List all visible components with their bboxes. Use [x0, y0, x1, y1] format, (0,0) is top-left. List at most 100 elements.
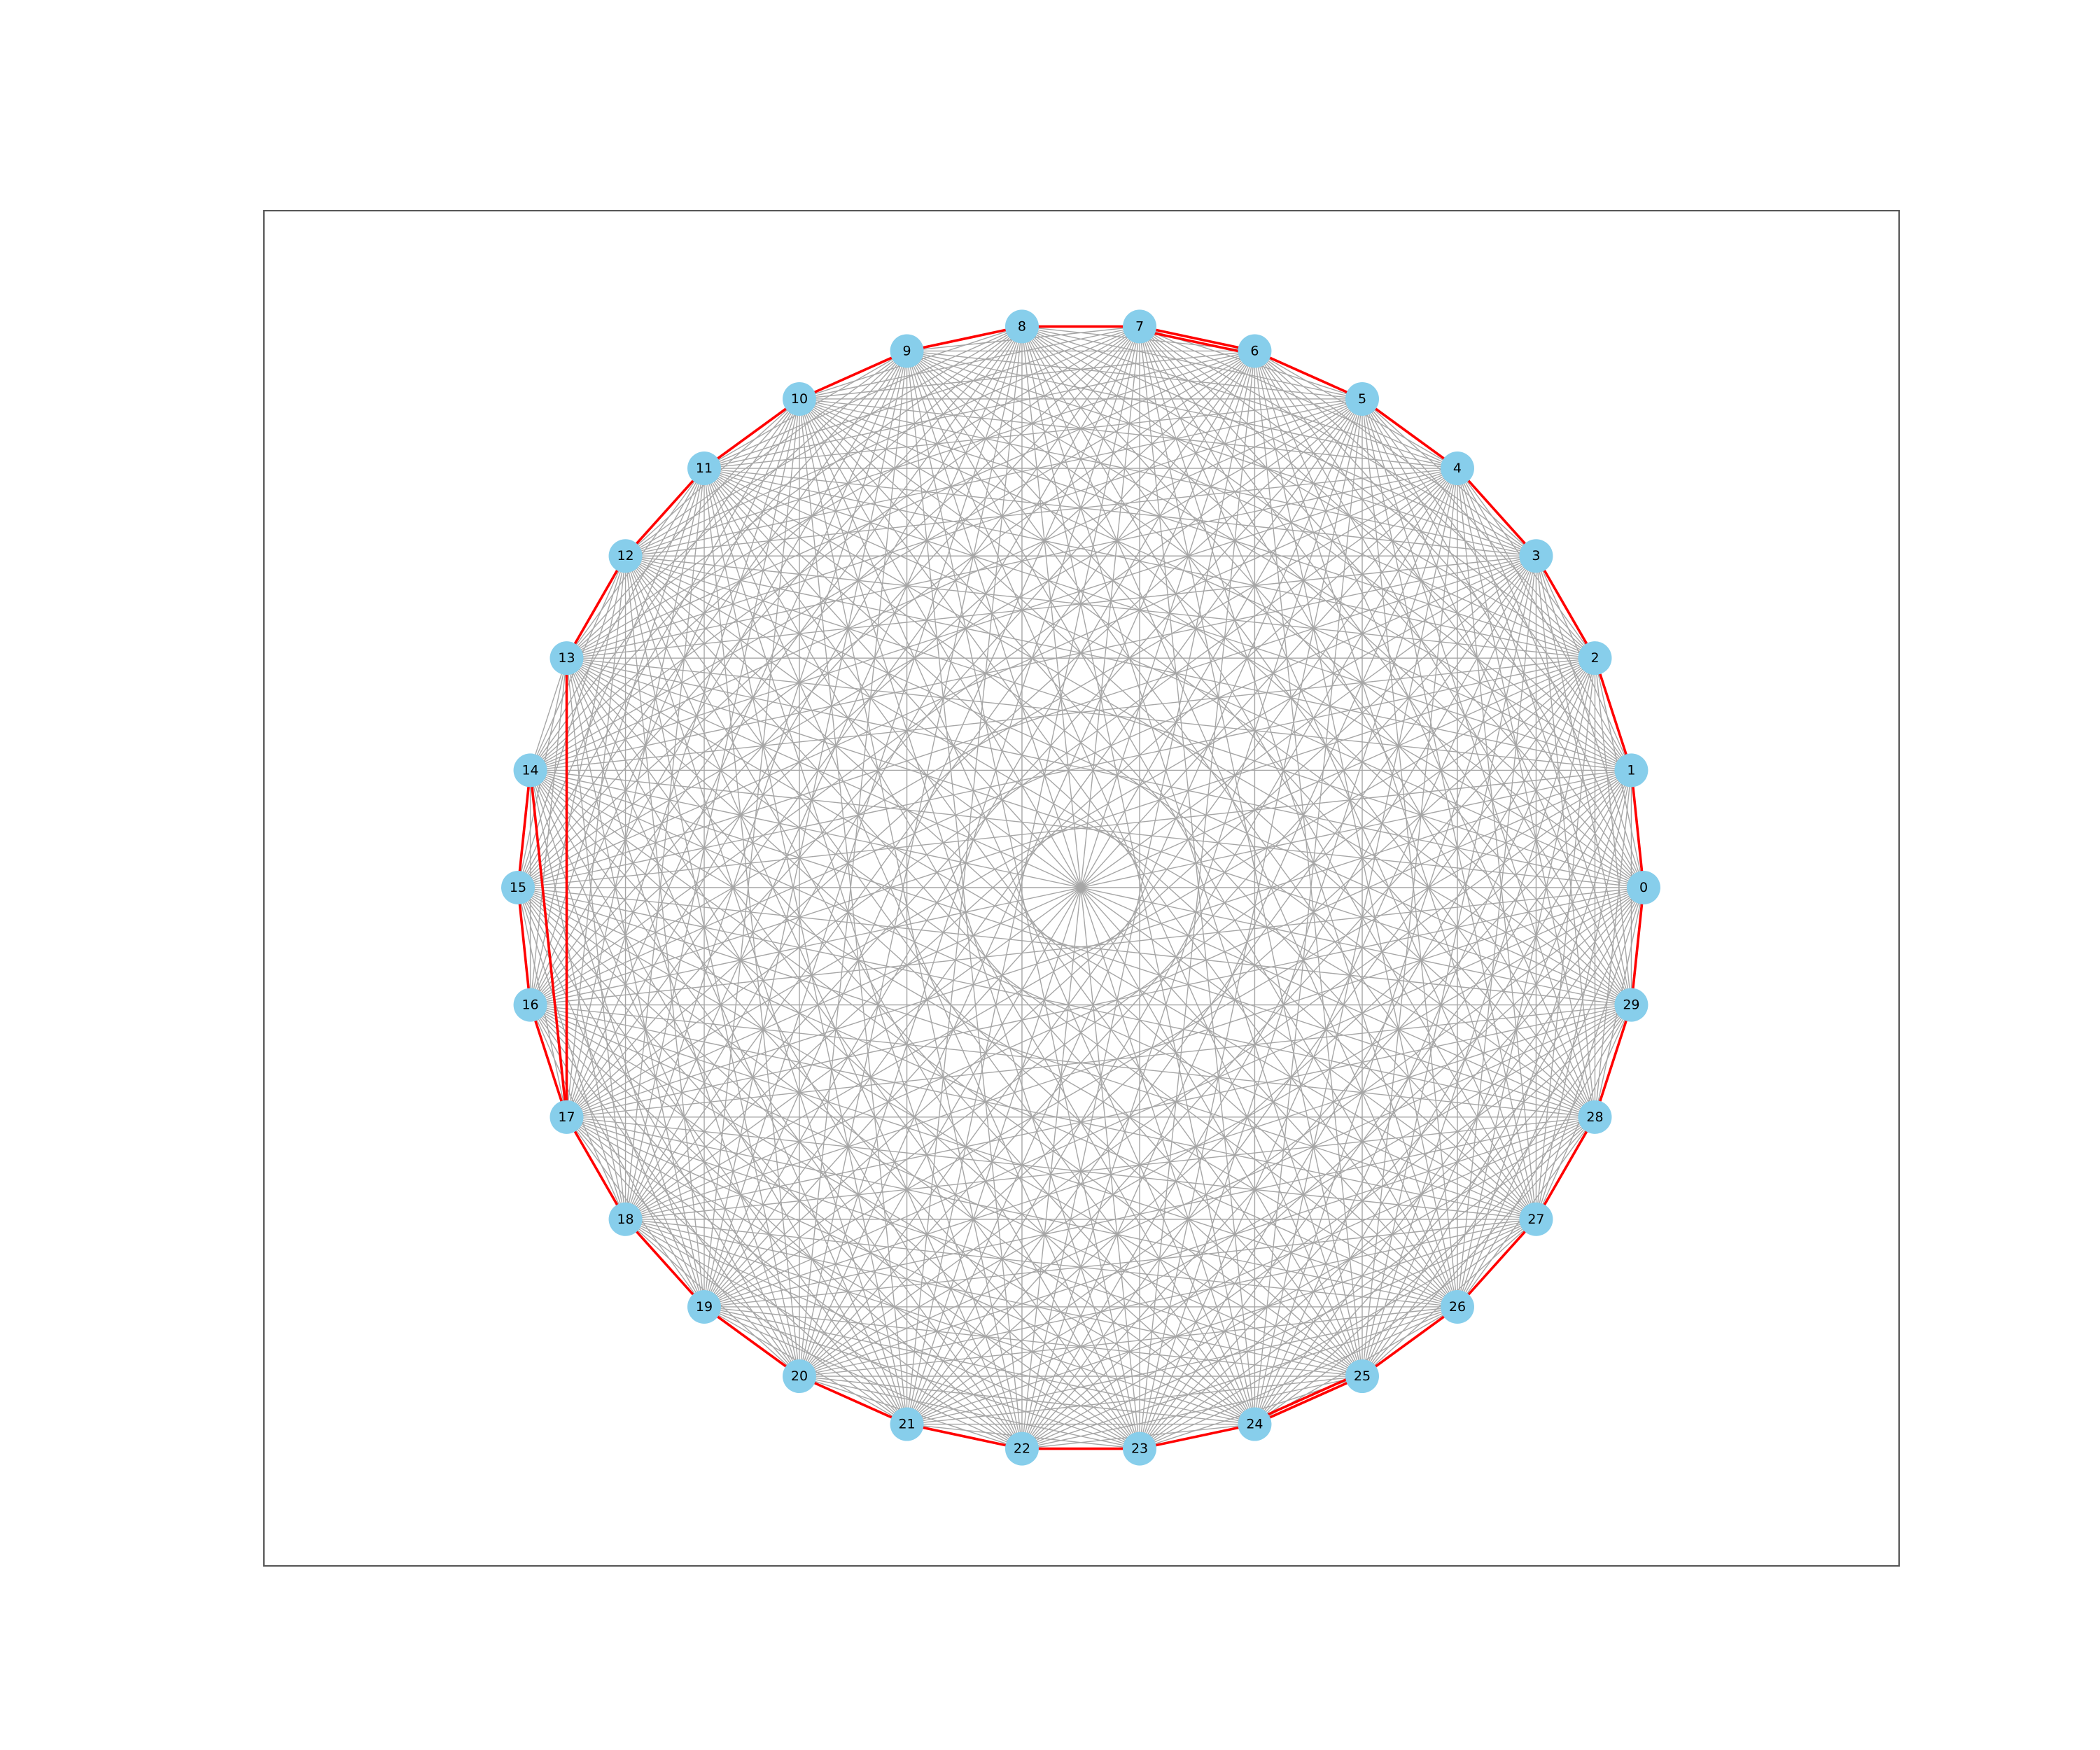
node-circle	[1123, 1432, 1157, 1466]
edge-0-9	[906, 350, 1644, 888]
edge-23-28	[1139, 1116, 1595, 1450]
edge-13-29	[566, 657, 1632, 1006]
edge-4-7	[1139, 326, 1458, 469]
edge-14-27	[530, 769, 1536, 1220]
edge-18-21	[625, 1219, 907, 1425]
node-circle	[890, 1407, 924, 1441]
edge-17-21	[566, 1116, 908, 1425]
edge-4-28	[1457, 468, 1596, 1117]
edge-12-28	[625, 555, 1595, 1118]
edge-15-28	[517, 887, 1595, 1118]
node-label: 25	[1354, 1368, 1371, 1384]
edge-4-29	[1457, 468, 1632, 1005]
edge-12-21	[624, 556, 908, 1424]
edge-18-24	[625, 1219, 1255, 1425]
node-3: 3	[1519, 539, 1553, 573]
edge-9-25	[906, 351, 1363, 1377]
tour-edge-24-25	[1253, 1375, 1364, 1426]
edge-12-29	[625, 555, 1632, 1006]
edge-6-19	[704, 351, 1256, 1308]
tour-edge-12-13	[565, 554, 627, 659]
edge-20-26	[799, 1306, 1458, 1377]
edge-14-26	[530, 769, 1458, 1308]
edge-22-27	[1021, 1219, 1536, 1450]
node-19: 19	[687, 1289, 722, 1324]
edge-23-26	[1139, 1306, 1458, 1450]
edge-9-28	[906, 350, 1596, 1118]
node-10: 10	[783, 382, 816, 416]
node-label: 9	[903, 343, 911, 358]
edge-12-26	[625, 555, 1458, 1308]
node-label: 13	[558, 650, 575, 666]
edge-12-25	[625, 555, 1363, 1377]
tour-edge-26-27	[1456, 1217, 1538, 1308]
tour-edge-14-15	[517, 769, 532, 889]
edge-3-20	[799, 555, 1536, 1377]
node-label: 5	[1358, 391, 1366, 407]
edge-13-22	[566, 657, 1023, 1449]
node-circle	[1627, 871, 1660, 904]
edge-11-20	[704, 468, 800, 1377]
edge-24-29	[1254, 1004, 1632, 1425]
node-circle	[1345, 1359, 1379, 1394]
edge-18-25	[625, 1219, 1363, 1377]
edge-14-24	[530, 769, 1255, 1425]
edge-2-29	[1594, 658, 1632, 1005]
node-circle	[890, 334, 924, 368]
node-25: 25	[1345, 1359, 1379, 1394]
edge-10-26	[799, 398, 1458, 1308]
edge-14-22	[530, 770, 1023, 1449]
edge-6-23	[1139, 351, 1256, 1449]
edge-14-29	[530, 769, 1632, 1006]
node-label: 14	[522, 762, 538, 778]
edge-14-20	[529, 770, 800, 1377]
edge-2-23	[1139, 657, 1596, 1449]
tour-edge-0-1	[1630, 769, 1645, 889]
tour-edge-18-19	[624, 1217, 706, 1308]
edge-10-24	[799, 398, 1256, 1424]
edge-7-20	[799, 326, 1140, 1377]
edge-1-6	[1254, 350, 1632, 771]
node-label: 7	[1135, 318, 1144, 334]
edge-15-19	[517, 887, 705, 1308]
edge-7-12	[625, 326, 1140, 556]
edge-9-23	[906, 351, 1140, 1449]
edge-2-27	[1535, 658, 1596, 1219]
edge-1-10	[799, 398, 1632, 771]
edge-20-29	[799, 1004, 1632, 1377]
tour-edge-3-4	[1456, 467, 1538, 558]
node-circle	[1614, 753, 1648, 788]
node-label: 3	[1532, 548, 1540, 564]
edge-8-28	[1021, 326, 1596, 1118]
node-circle	[1004, 1432, 1039, 1466]
node-label: 4	[1453, 461, 1462, 476]
node-circle	[1614, 988, 1648, 1022]
node-label: 18	[617, 1212, 634, 1227]
node-label: 23	[1131, 1441, 1148, 1457]
edge-16-26	[530, 1004, 1458, 1308]
edge-0-5	[1362, 398, 1644, 888]
edge-2-21	[906, 657, 1596, 1425]
edge-16-24	[530, 1004, 1255, 1425]
node-circle	[550, 1100, 584, 1134]
edge-8-21	[906, 326, 1023, 1424]
node-label: 21	[898, 1417, 915, 1432]
edge-17-29	[566, 1004, 1632, 1118]
edge-10-13	[566, 398, 800, 659]
node-5: 5	[1345, 382, 1379, 416]
edge-20-24	[799, 1376, 1255, 1425]
edge-0-17	[566, 887, 1644, 1118]
edge-14-23	[530, 769, 1140, 1450]
edge-2-7	[1139, 326, 1595, 659]
node-17: 17	[550, 1100, 584, 1134]
tour-edge-7-6	[1138, 328, 1256, 356]
tour-edge-4-5	[1361, 398, 1459, 470]
node-circle	[1238, 334, 1272, 368]
edge-11-28	[704, 468, 1595, 1118]
edge-23-29	[1139, 1004, 1632, 1450]
edge-7-27	[1139, 326, 1537, 1220]
edge-1-4	[1457, 468, 1632, 771]
edge-3-28	[1535, 556, 1596, 1117]
node-circle	[1519, 1202, 1553, 1236]
